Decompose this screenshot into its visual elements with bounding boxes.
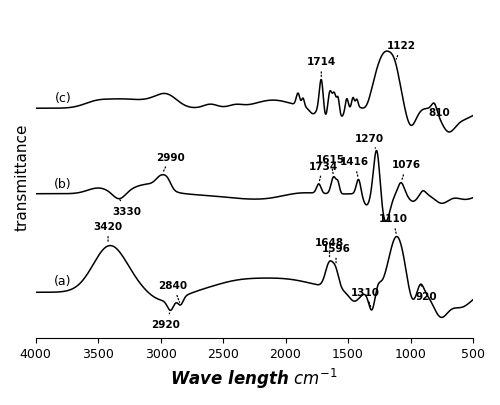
Text: 1416: 1416: [340, 157, 369, 177]
Text: (c): (c): [54, 92, 72, 105]
Text: 1734: 1734: [308, 161, 338, 182]
Text: 810: 810: [428, 104, 450, 118]
Text: 2920: 2920: [151, 313, 180, 329]
Text: 2840: 2840: [158, 280, 188, 303]
X-axis label: Wave length $cm^{-1}$: Wave length $cm^{-1}$: [170, 366, 338, 390]
Text: (a): (a): [54, 275, 72, 288]
Text: 1122: 1122: [388, 41, 416, 60]
Text: 3330: 3330: [112, 199, 142, 216]
Y-axis label: transmittance: transmittance: [15, 123, 30, 230]
Text: 1310: 1310: [351, 287, 380, 307]
Text: 1714: 1714: [306, 57, 336, 77]
Text: 3420: 3420: [94, 222, 122, 243]
Text: (b): (b): [54, 178, 72, 191]
Text: 1648: 1648: [315, 237, 344, 259]
Text: 1076: 1076: [392, 160, 422, 181]
Text: 1110: 1110: [378, 214, 408, 234]
Text: 2990: 2990: [156, 152, 185, 173]
Text: 1596: 1596: [322, 243, 350, 265]
Text: 1270: 1270: [355, 133, 384, 149]
Text: 920: 920: [416, 285, 438, 302]
Text: 1615: 1615: [316, 154, 345, 175]
